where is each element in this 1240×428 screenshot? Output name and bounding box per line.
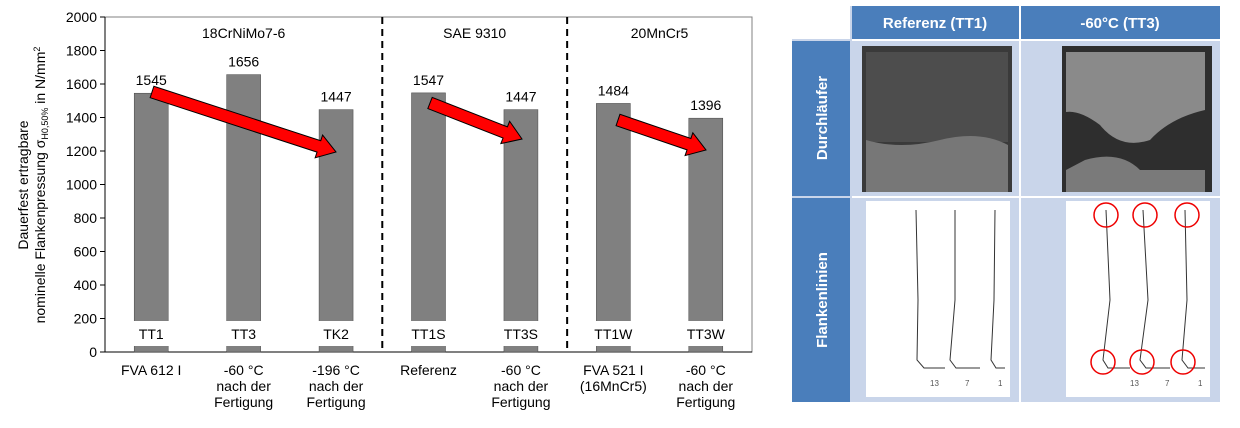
- y-tick-label: 1800: [66, 43, 97, 59]
- x-tick-label: Fertigung: [214, 394, 273, 410]
- page: 0 200 400 600 800 1000 1200 1400 1600 1800 2000 Dau…: [0, 0, 1240, 423]
- y-tick-label: 400: [74, 277, 98, 293]
- x-tick-label: -196 °C: [312, 362, 360, 378]
- value-label: 1656: [228, 54, 259, 70]
- chart: 0 200 400 600 800 1000 1200 1400 1600 1800 2000 Dau…: [15, 9, 752, 410]
- x-tick-label: -60 °C: [501, 362, 541, 378]
- flank-number: 13: [1130, 379, 1139, 388]
- column-header: Referenz (TT1): [883, 15, 987, 32]
- label-part: H0,50%: [40, 108, 50, 140]
- y-tick-label: 1400: [66, 110, 97, 126]
- x-tick-label: Fertigung: [491, 394, 550, 410]
- y-tick-label: 1200: [66, 143, 97, 159]
- bar: [134, 93, 168, 352]
- x-tick-label: nach der: [679, 378, 734, 394]
- flank-number: 1: [1198, 379, 1203, 388]
- y-axis-label: Dauerfest ertragbare: [15, 120, 31, 249]
- x-tick-label: nach der: [216, 378, 271, 394]
- label-part: in N/mm: [32, 52, 48, 108]
- row-header: Flankenlinien: [814, 252, 831, 348]
- value-label: 1447: [505, 89, 536, 105]
- row-header: Durchläufer: [814, 76, 831, 160]
- x-tick-label: (16MnCr5): [580, 378, 647, 394]
- x-tick-label: nach der: [309, 378, 364, 394]
- y-tick-label: 1600: [66, 76, 97, 92]
- y-tick-label: 1000: [66, 177, 97, 193]
- y-tick-label: 600: [74, 244, 98, 260]
- bar-code: TT1: [139, 326, 164, 342]
- image-table: Referenz (TT1) -60°C (TT3) Durchläufer F…: [792, 6, 1220, 402]
- value-label: 1484: [598, 82, 629, 98]
- group-label: SAE 9310: [443, 25, 506, 41]
- bar-code: TK2: [323, 326, 349, 342]
- x-tick-label: FVA 521 I: [583, 362, 643, 378]
- y-tick-label: 800: [74, 210, 98, 226]
- bar: [596, 103, 630, 352]
- photo-area: [866, 136, 1008, 192]
- bar: [504, 110, 538, 352]
- x-tick-label: -60 °C: [686, 362, 726, 378]
- bar-code: TT1W: [594, 326, 633, 342]
- label-part: nominelle Flankenpressung σ: [32, 139, 48, 323]
- bar-code: TT3W: [687, 326, 726, 342]
- corner: [792, 6, 850, 39]
- label-part: Dauerfest ertragbare: [15, 120, 31, 249]
- flank-number: 13: [930, 379, 939, 388]
- x-tick-label: Fertigung: [676, 394, 735, 410]
- bar-code: TT1S: [411, 326, 445, 342]
- y-tick-label: 2000: [66, 9, 97, 25]
- value-label: 1547: [413, 72, 444, 88]
- group-label: 20MnCr5: [631, 25, 689, 41]
- x-tick-label: nach der: [494, 378, 549, 394]
- bar: [412, 93, 446, 352]
- y-axis-label: nominelle Flankenpressung σH0,50% in N/m…: [32, 47, 50, 324]
- flank-number: 1: [998, 379, 1003, 388]
- x-tick-label: -60 °C: [224, 362, 264, 378]
- value-label: 1447: [320, 89, 351, 105]
- group-label: 18CrNiMo7-6: [202, 25, 285, 41]
- value-label: 1396: [690, 97, 721, 113]
- flank-number: 7: [965, 379, 970, 388]
- bar-code: TT3: [231, 326, 256, 342]
- y-tick-label: 0: [89, 344, 97, 360]
- bar-code: TT3S: [504, 326, 538, 342]
- x-tick-label: FVA 612 I: [121, 362, 181, 378]
- y-tick-label: 200: [74, 311, 98, 327]
- flank-number: 7: [1165, 379, 1170, 388]
- label-part: 2: [32, 47, 42, 52]
- x-tick-label: Referenz: [400, 362, 457, 378]
- x-tick-label: Fertigung: [306, 394, 365, 410]
- column-header: -60°C (TT3): [1080, 15, 1159, 32]
- value-label: 1545: [136, 72, 167, 88]
